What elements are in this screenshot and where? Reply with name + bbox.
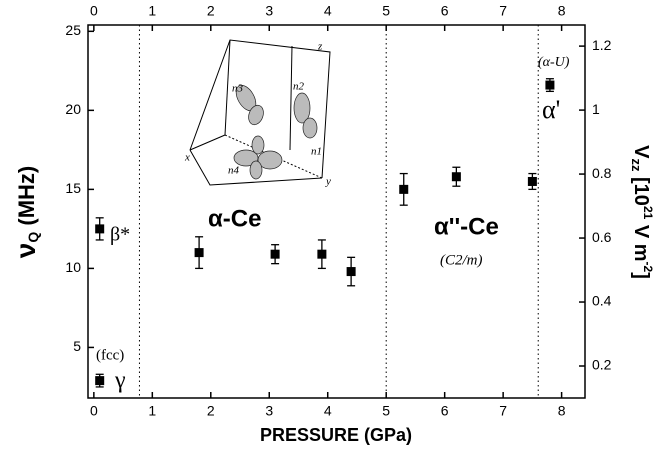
x-tick-label: 4 <box>324 403 332 419</box>
x-top-tick-label: 3 <box>265 3 273 19</box>
x-top-tick-label: 5 <box>382 3 390 19</box>
y2-label-part: -2 <box>641 262 655 273</box>
y-label-part: Q <box>25 232 41 243</box>
x-tick-label: 5 <box>382 403 390 419</box>
y2-tick-label: 0.6 <box>592 229 612 245</box>
data-point <box>95 224 105 234</box>
x-tick-label: 6 <box>441 403 449 419</box>
orbital-lobe <box>248 104 264 126</box>
y2-tick-label: 0.2 <box>592 357 612 373</box>
inset-box <box>224 39 231 136</box>
annotation: α' <box>542 95 560 124</box>
data-point <box>194 248 204 258</box>
y2-label-part: 21 <box>641 206 655 220</box>
inset-label: n3 <box>232 83 244 95</box>
inset-box <box>289 45 293 151</box>
y-axis-label: νQ (MHz) <box>10 166 41 258</box>
x-axis-label: PRESSURE (GPa) <box>260 425 412 445</box>
data-point <box>270 249 280 259</box>
y-tick-label: 20 <box>65 101 81 117</box>
y2-label-part: [10 <box>630 171 652 205</box>
y2-label-part: V <box>630 145 652 159</box>
annotation: (fcc) <box>96 347 124 363</box>
x-top-tick-label: 0 <box>90 3 98 19</box>
x-tick-label: 2 <box>207 403 215 419</box>
y-tick-label: 15 <box>65 180 81 196</box>
y2-tick-label: 0.8 <box>592 165 612 181</box>
y2-tick-label: 0.4 <box>592 293 612 309</box>
y-label-part: ν <box>10 243 41 259</box>
data-point <box>346 267 356 277</box>
x-tick-label: 7 <box>499 403 507 419</box>
y2-label-part: zz <box>629 158 644 172</box>
x-tick-label: 1 <box>148 403 156 419</box>
y2-tick-label: 1 <box>592 101 600 117</box>
annotation: β* <box>110 224 130 246</box>
orbital-lobe <box>249 160 263 180</box>
annotation: α''-Ce <box>434 213 499 240</box>
plot-frame <box>87 24 586 399</box>
y-tick-label: 25 <box>65 22 81 38</box>
data-point <box>317 249 327 259</box>
x-top-tick-label: 4 <box>324 3 332 19</box>
data-point <box>527 176 537 186</box>
y-tick-label: 10 <box>65 259 81 275</box>
y-label-part: (MHz) <box>14 166 39 232</box>
x-tick-label: 8 <box>558 403 566 419</box>
data-point <box>451 172 461 182</box>
data-point <box>545 80 555 90</box>
inset-label: n2 <box>293 81 305 93</box>
inset-label: n1 <box>311 146 322 158</box>
inset-box <box>189 39 331 179</box>
orbital-lobe <box>257 150 283 170</box>
inset-axis-label: y <box>325 176 331 188</box>
y-tick-label: 5 <box>73 338 81 354</box>
annotation: α-Ce <box>208 205 261 232</box>
orbital-lobe <box>302 117 318 139</box>
orbital-lobe <box>251 135 265 155</box>
x-top-tick-label: 6 <box>441 3 449 19</box>
data-point <box>399 184 409 194</box>
orbital-lobe <box>293 92 311 124</box>
y2-axis-label: Vzz [1021 V m-2] <box>629 145 655 279</box>
inset-label: n4 <box>228 165 240 177</box>
inset-box <box>189 149 323 186</box>
inset: z x y n3 n2 n1 n4 <box>184 39 331 188</box>
annotation: γ <box>114 368 126 394</box>
inset-axis-label: z <box>317 41 323 53</box>
y2-tick-label: 1.2 <box>592 37 612 53</box>
y2-label-part: ] <box>630 272 652 279</box>
x-top-tick-label: 8 <box>558 3 566 19</box>
inset-axis-label: x <box>184 152 190 164</box>
annotation: (C2/m) <box>440 252 483 268</box>
x-top-tick-label: 2 <box>207 3 215 19</box>
x-top-tick-label: 1 <box>148 3 156 19</box>
x-tick-label: 3 <box>265 403 273 419</box>
annotation: (α-U) <box>538 55 570 70</box>
inset-box <box>189 134 226 151</box>
x-top-tick-label: 7 <box>499 3 507 19</box>
y2-label-part: V m <box>630 219 652 261</box>
x-tick-label: 0 <box>90 403 98 419</box>
data-point <box>95 376 105 386</box>
